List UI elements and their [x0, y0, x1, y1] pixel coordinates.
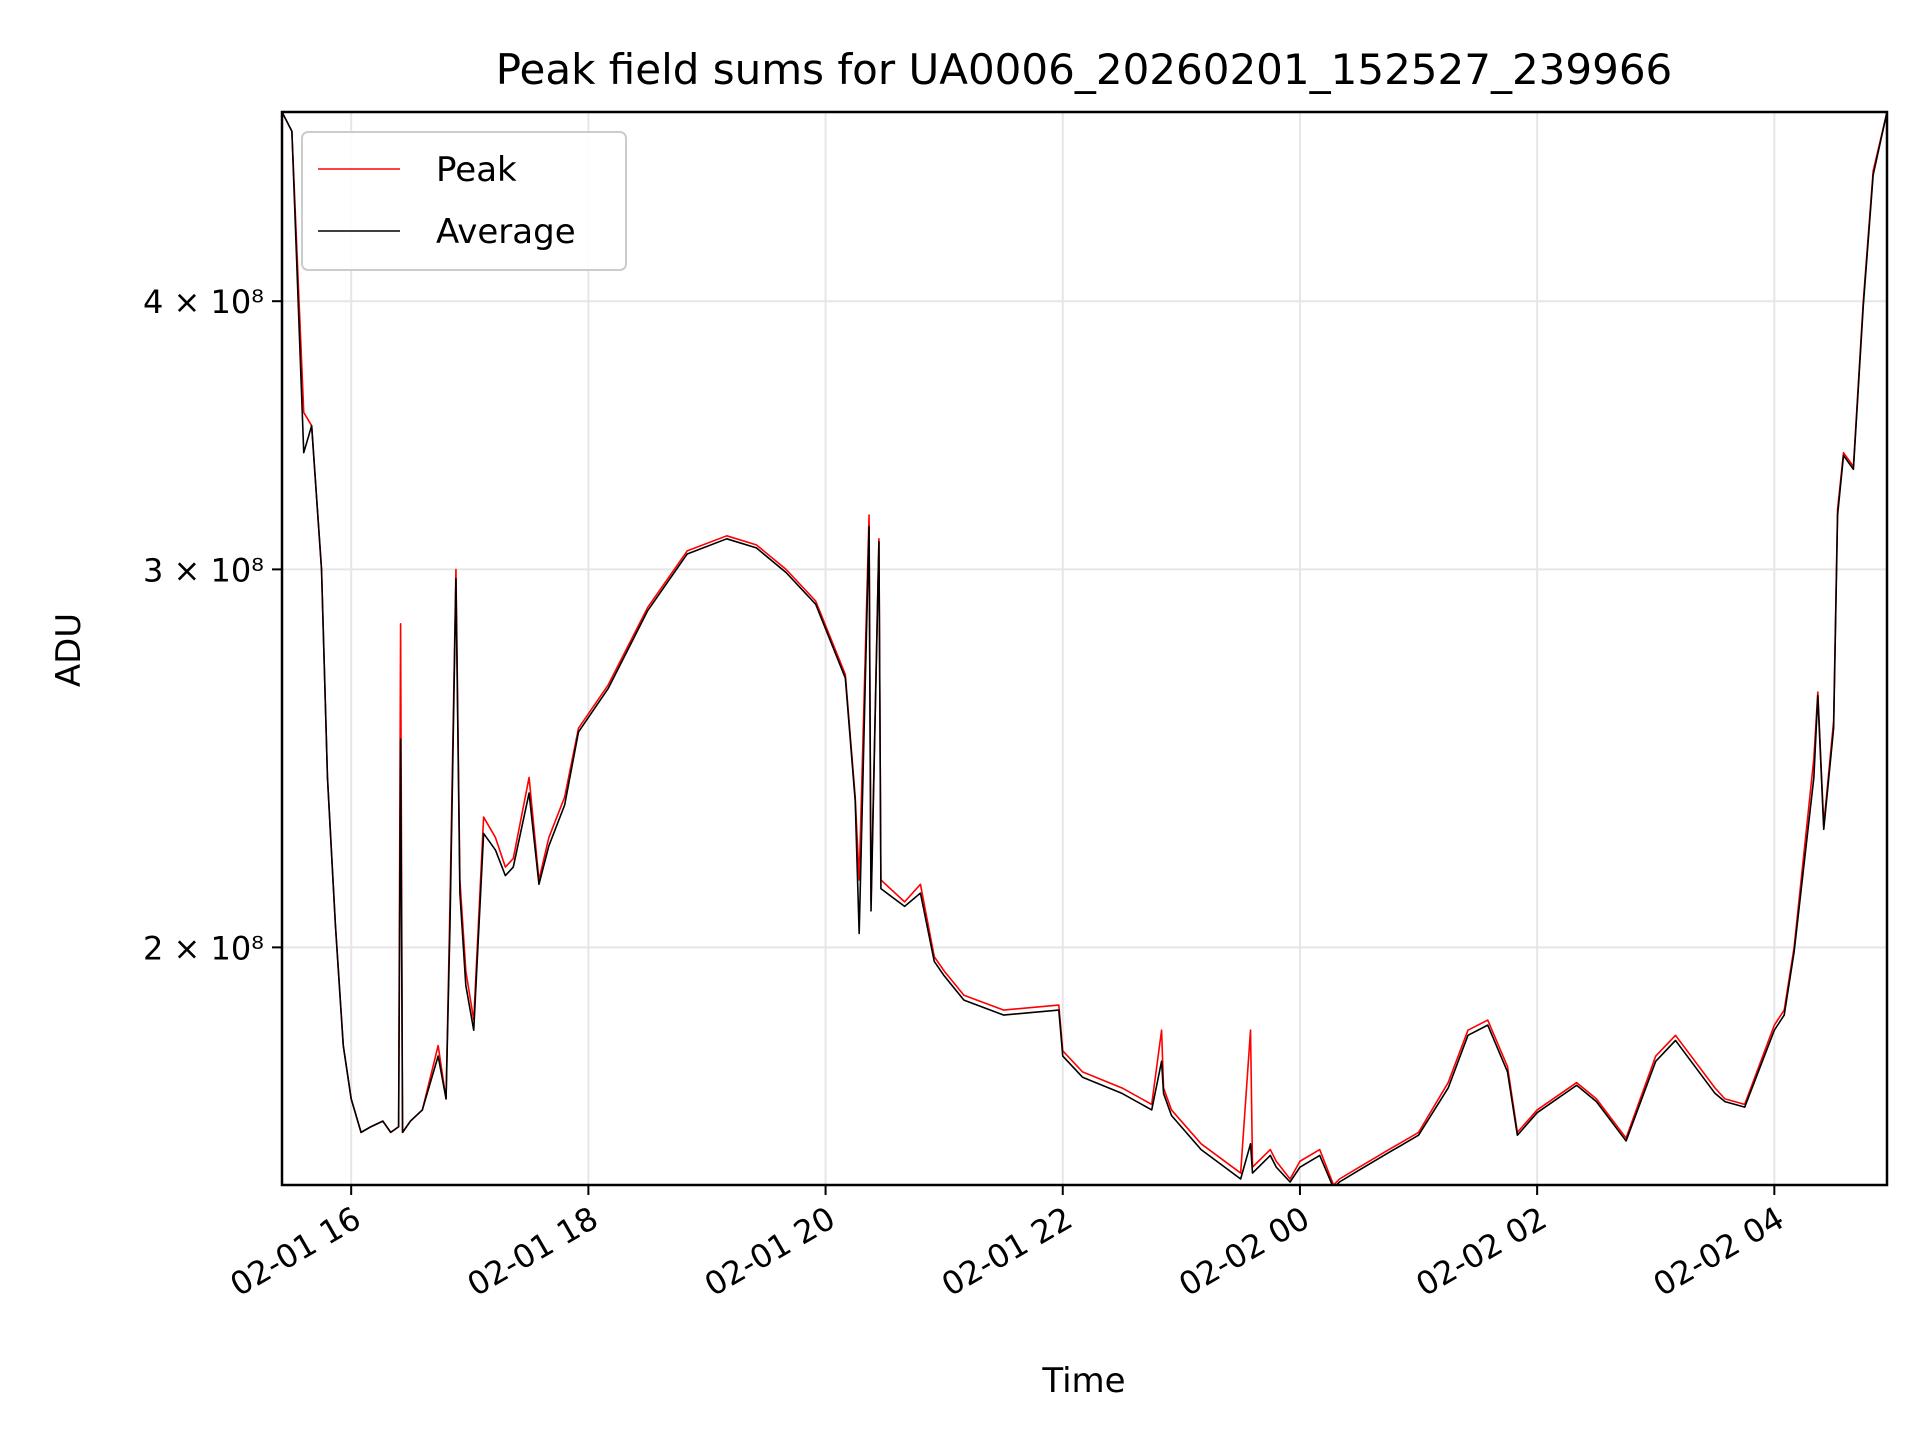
legend-label-average: Average [436, 212, 576, 252]
y-tick-label: 4 × 10⁸ [143, 283, 264, 321]
grid-lines [282, 112, 1887, 1185]
y-tick-label: 3 × 10⁸ [143, 551, 264, 589]
y-axis-label: ADU [49, 613, 89, 687]
legend: Peak Average [301, 131, 627, 271]
y-tick-label: 2 × 10⁸ [143, 929, 264, 967]
chart-title: Peak field sums for UA0006_20260201_1525… [496, 45, 1673, 94]
plot-series-group [282, 112, 1887, 1185]
plot-frame [280, 110, 1889, 1187]
legend-label-peak: Peak [436, 150, 517, 190]
x-axis-label: Time [1041, 1361, 1125, 1401]
legend-box [301, 131, 627, 271]
y-axis-ticks: 2 × 10⁸ 3 × 10⁸ 4 × 10⁸ [143, 283, 282, 967]
series-line-average [282, 112, 1887, 1185]
